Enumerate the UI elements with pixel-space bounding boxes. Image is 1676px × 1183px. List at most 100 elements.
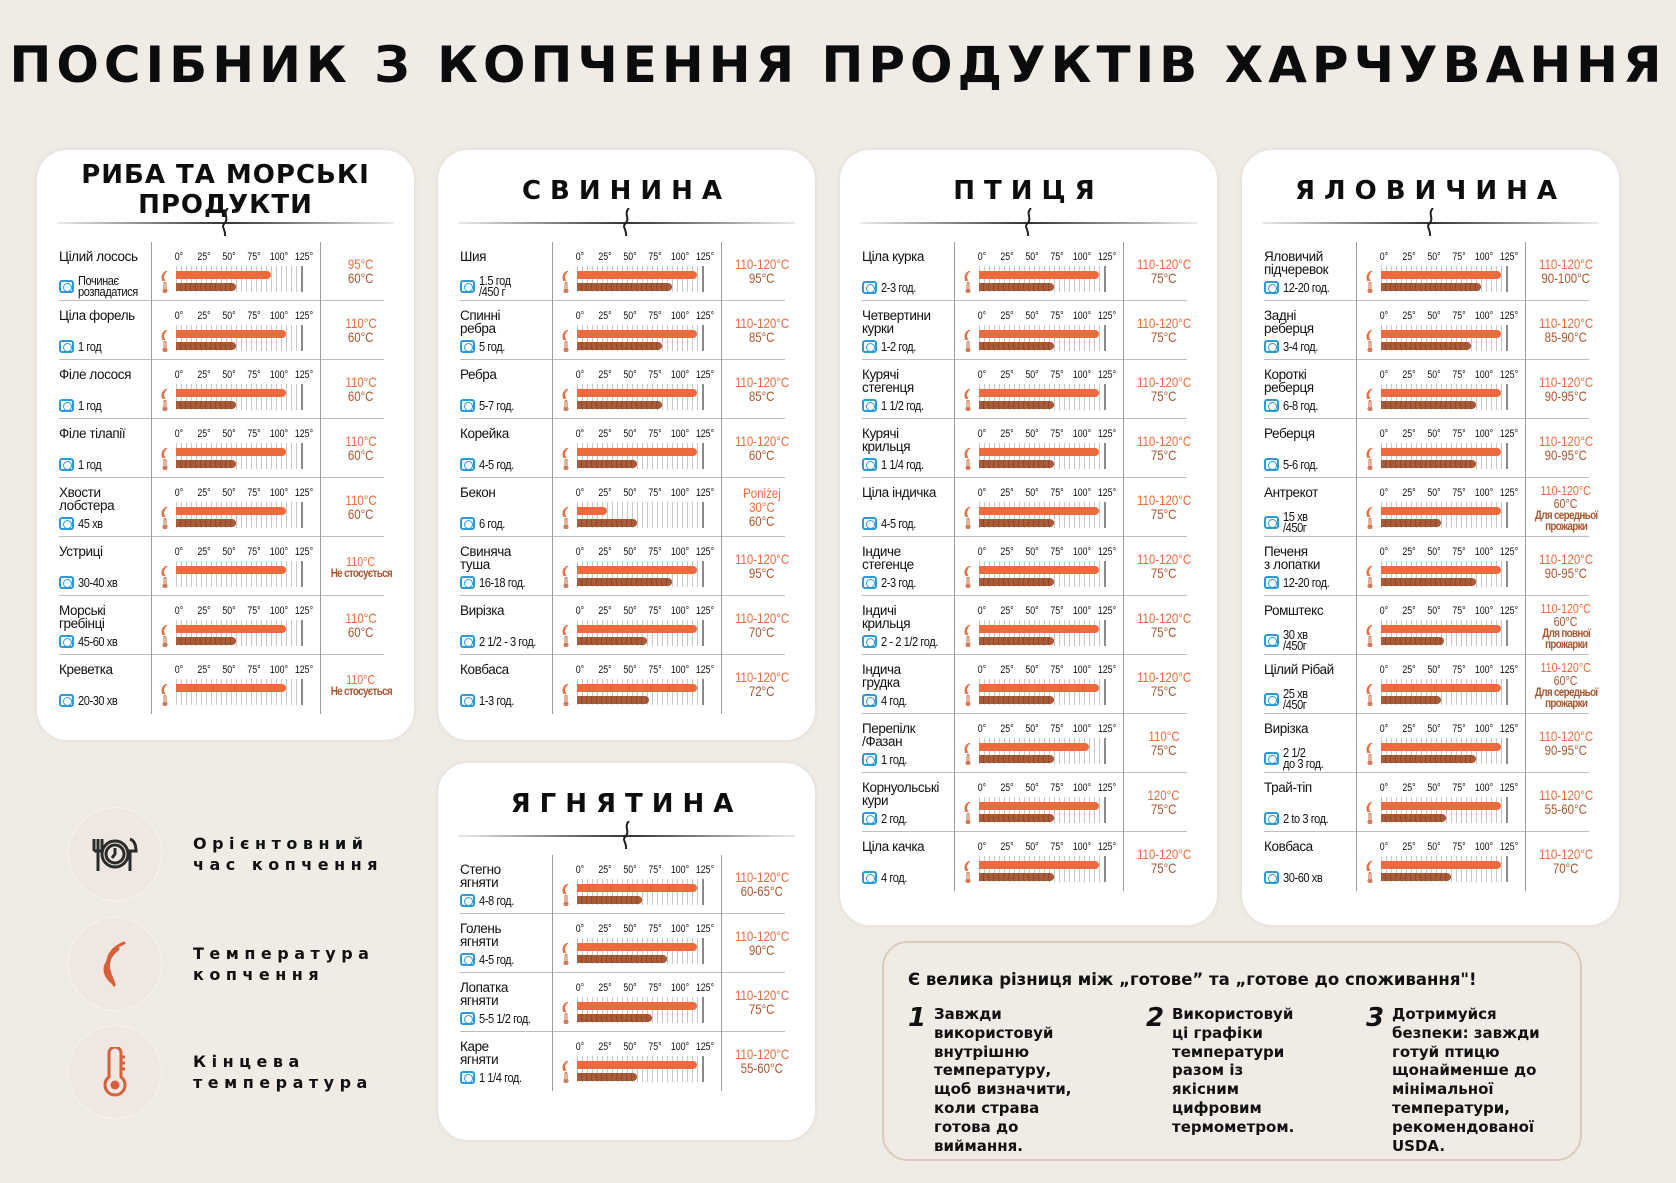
row-divider bbox=[1264, 654, 1589, 655]
smoke-temp-bar bbox=[577, 884, 697, 892]
temperature-gauge: 0° 25° 50° 75° 100° 125° bbox=[954, 714, 1124, 773]
temperature-values: 110-120°C 90-95°C bbox=[1524, 419, 1608, 478]
row-divider bbox=[59, 536, 384, 537]
scale-tick-label: 100° bbox=[269, 605, 289, 617]
scale-ticks bbox=[176, 679, 303, 705]
legend-label: Кінцева температура bbox=[193, 1052, 373, 1092]
temperature-gauge: 0° 25° 50° 75° 100° 125° bbox=[151, 537, 321, 596]
time-value: 25 хв /450г bbox=[1283, 686, 1308, 712]
temperature-values: 110°C 60°C bbox=[319, 360, 403, 419]
scale-tick-label: 0° bbox=[1379, 428, 1389, 440]
scale-tick-label: 50° bbox=[222, 369, 236, 381]
temperature-values: 110-120°C 60°C bbox=[720, 419, 804, 478]
scale-tick-label: 100° bbox=[1474, 605, 1494, 617]
temperature-gauge: 0° 25° 50° 75° 100° 125° bbox=[552, 419, 722, 478]
scale-tick-label: 125° bbox=[695, 605, 715, 617]
internal-temp-label: 60°C bbox=[348, 506, 374, 522]
scale-tick-label: 50° bbox=[1427, 605, 1441, 617]
item-name: Корейка bbox=[460, 426, 509, 441]
temperature-values: 110°C Не стосується bbox=[319, 655, 403, 714]
table-row: Свиняча туша 16-18 год. 0° 25° 50° 75° 100° 125… bbox=[438, 537, 815, 596]
internal-temp-bar bbox=[1381, 283, 1481, 291]
smoke-temp-label: 110-120°C bbox=[1136, 492, 1192, 508]
table-row: Ціла форель 1 год 0° 25° 50° 75° 100° 125° 110°C… bbox=[37, 301, 414, 360]
smoking-time: 45-60 хв bbox=[59, 635, 124, 648]
internal-temp-label: 85°C bbox=[749, 388, 775, 404]
internal-temp-label: 72°C bbox=[749, 683, 775, 699]
scale-tick-label: 100° bbox=[1072, 664, 1092, 676]
scale-tick-label: 0° bbox=[1379, 310, 1389, 322]
plate-clock-icon bbox=[862, 517, 877, 530]
item-name: Каре ягняти bbox=[460, 1039, 499, 1067]
smoking-time: 2 - 2 1/2 год. bbox=[862, 635, 948, 648]
internal-temp-bar bbox=[176, 637, 236, 645]
time-value: Починає розпадатися bbox=[78, 273, 138, 299]
scale-tick-label: 50° bbox=[623, 369, 637, 381]
plate-clock-icon bbox=[1264, 340, 1279, 353]
thermometer-icon bbox=[103, 1047, 127, 1097]
flame-icon bbox=[562, 507, 569, 517]
doneness-note: Для повної прожарки bbox=[1542, 625, 1591, 651]
item-name: Хвости лобстера bbox=[59, 485, 115, 513]
thermometer-icon bbox=[965, 577, 971, 588]
scale-tick-label: 125° bbox=[1499, 369, 1519, 381]
smoke-temp-bar bbox=[979, 566, 1099, 574]
scale-tick-label: 100° bbox=[670, 428, 690, 440]
scale-tick-label: 25° bbox=[1000, 782, 1014, 794]
row-divider bbox=[460, 1031, 785, 1032]
thermometer-icon bbox=[162, 282, 168, 293]
scale-tick-label: 100° bbox=[1474, 251, 1494, 263]
scale-tick-label: 75° bbox=[1452, 487, 1466, 499]
table-row: Курячі крильця 1 1/4 год. 0° 25° 50° 75° 100° 1… bbox=[840, 419, 1217, 478]
scale-tick-label: 50° bbox=[1025, 841, 1039, 853]
doneness-note: Для середньої прожарки bbox=[1534, 507, 1598, 533]
time-value: 45-60 хв bbox=[78, 634, 118, 649]
table-row: Філе лосося 1 год 0° 25° 50° 75° 100° 125° 110°C… bbox=[37, 360, 414, 419]
scale-tick-label: 50° bbox=[1427, 369, 1441, 381]
thermometer-icon bbox=[965, 282, 971, 293]
row-divider bbox=[460, 300, 785, 301]
smoke-temp-bar bbox=[577, 625, 697, 633]
legend-smoke-temp: Температура копчення bbox=[68, 917, 448, 1013]
scale-tick-label: 125° bbox=[695, 310, 715, 322]
scale-tick-label: 100° bbox=[670, 1041, 690, 1053]
smoking-time: 5-6 год. bbox=[1264, 458, 1324, 471]
scale-tick-label: 100° bbox=[1474, 310, 1494, 322]
flame-icon bbox=[964, 389, 971, 399]
scale-tick-label: 0° bbox=[575, 251, 585, 263]
smoke-temp-label: 110°C bbox=[345, 315, 377, 331]
smoking-time: 6-8 год. bbox=[1264, 399, 1324, 412]
item-name: Корнуольські кури bbox=[862, 780, 939, 808]
temperature-values: 110-120°C 60-65°C bbox=[720, 855, 804, 914]
table-row: Лопатка ягняти 5-5 1/2 год. 0° 25° 50° 75° 100… bbox=[438, 973, 815, 1032]
row-divider bbox=[1264, 831, 1589, 832]
time-value: 20-30 хв bbox=[78, 693, 118, 708]
scale-tick-label: 100° bbox=[1072, 310, 1092, 322]
temperature-gauge: 0° 25° 50° 75° 100° 125° bbox=[1356, 301, 1526, 360]
temperature-gauge: 0° 25° 50° 75° 100° 125° bbox=[552, 855, 722, 914]
internal-temp-label: 60°C bbox=[348, 329, 374, 345]
temperature-gauge: 0° 25° 50° 75° 100° 125° bbox=[1356, 537, 1526, 596]
row-divider bbox=[59, 418, 384, 419]
plate-clock-icon bbox=[92, 837, 138, 871]
smoke-temp-bar bbox=[176, 271, 271, 279]
temperature-values: 110-120°C 75°C bbox=[1122, 537, 1206, 596]
internal-temp-bar bbox=[1381, 578, 1476, 586]
flame-icon bbox=[964, 330, 971, 340]
smoke-temp-bar bbox=[577, 507, 607, 515]
plate-clock-icon bbox=[460, 1012, 475, 1025]
legend-label: Температура копчення bbox=[193, 944, 375, 984]
scale-tick-label: 125° bbox=[1499, 546, 1519, 558]
flame-icon bbox=[964, 271, 971, 281]
smoking-time: Починає розпадатися bbox=[59, 273, 148, 299]
plate-clock-icon bbox=[1264, 399, 1279, 412]
table-row: Голень ягняти 4-5 год. 0° 25° 50° 75° 100° 125°… bbox=[438, 914, 815, 973]
internal-temp-bar bbox=[1381, 873, 1451, 881]
plate-clock-icon bbox=[460, 517, 475, 530]
plate-clock-icon bbox=[862, 753, 877, 766]
smoking-time: 1-3 год. bbox=[460, 694, 520, 707]
smoking-time: 4 год. bbox=[862, 871, 911, 884]
internal-temp-bar bbox=[1381, 755, 1476, 763]
row-divider bbox=[460, 654, 785, 655]
table-row: Ромштекс 30 хв /450г 0° 25° 50° 75° 100° 125° 11… bbox=[1242, 596, 1619, 655]
